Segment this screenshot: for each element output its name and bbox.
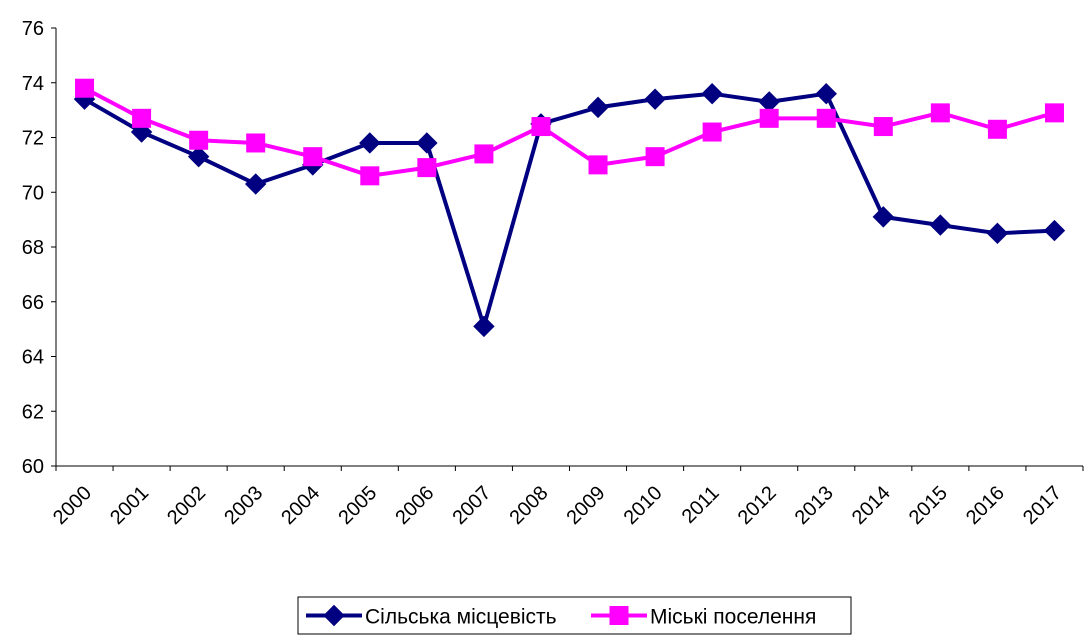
y-tick-label: 68 xyxy=(22,237,44,259)
x-tick-label: 2008 xyxy=(505,482,552,529)
data-point xyxy=(873,117,893,137)
data-point xyxy=(987,119,1007,139)
data-point xyxy=(303,147,323,167)
x-tick-label: 2013 xyxy=(791,482,838,529)
y-tick-label: 66 xyxy=(22,292,44,314)
data-point xyxy=(930,103,950,123)
data-point xyxy=(323,604,345,627)
x-tick-label: 2012 xyxy=(734,482,781,529)
data-point xyxy=(531,117,551,137)
data-point xyxy=(416,132,438,154)
x-tick-label: 2014 xyxy=(848,482,895,529)
data-point xyxy=(1043,219,1066,242)
data-point xyxy=(1044,103,1064,123)
data-point xyxy=(816,108,836,128)
data-point xyxy=(244,173,267,195)
data-point xyxy=(872,206,895,228)
x-tick-label: 2009 xyxy=(563,482,610,529)
y-tick-label: 74 xyxy=(22,73,44,95)
x-tick-label: 2003 xyxy=(220,482,267,529)
series-layer xyxy=(73,78,1066,338)
y-tick-label: 64 xyxy=(22,347,44,369)
y-tick-label: 76 xyxy=(22,18,44,40)
data-point xyxy=(702,122,722,142)
data-point xyxy=(986,222,1009,245)
x-tick-label: 2006 xyxy=(391,482,438,529)
series-line xyxy=(83,86,1056,178)
y-tick-label: 62 xyxy=(22,401,44,423)
data-point xyxy=(473,315,495,338)
legend-item-1: Сільська місцевість xyxy=(306,604,557,629)
data-point xyxy=(588,155,608,175)
data-point xyxy=(587,96,609,119)
x-tick-label: 2017 xyxy=(1019,482,1066,529)
data-point xyxy=(417,158,437,178)
data-point xyxy=(701,82,723,105)
x-tick-label: 2001 xyxy=(106,482,153,529)
y-tick-label: 72 xyxy=(22,128,44,150)
x-tick-label: 2000 xyxy=(49,482,96,529)
data-point xyxy=(645,147,665,167)
series-line xyxy=(83,91,1055,329)
legend-label: Сільська місцевість xyxy=(365,606,557,629)
legend-item-2: Міські поселення xyxy=(591,606,816,629)
x-tick-label: 2007 xyxy=(448,482,495,529)
x-tick-label: 2010 xyxy=(620,482,667,529)
series-1 xyxy=(73,82,1066,338)
x-tick-label: 2004 xyxy=(277,482,324,529)
y-tick-label: 60 xyxy=(22,456,44,478)
data-point xyxy=(360,166,380,186)
x-tick-label: 2016 xyxy=(962,482,1009,529)
legend: Сільська місцевість Міські поселення xyxy=(297,596,852,635)
data-point xyxy=(609,606,629,625)
data-point xyxy=(759,108,779,128)
data-point xyxy=(815,82,837,105)
y-tick-label: 70 xyxy=(22,182,44,204)
data-point xyxy=(246,133,266,153)
legend-box xyxy=(297,596,852,635)
data-point xyxy=(189,130,209,150)
x-tick-label: 2015 xyxy=(905,482,952,529)
data-point xyxy=(132,108,152,128)
x-tick-label: 2005 xyxy=(334,482,381,529)
x-tick-label: 2011 xyxy=(678,482,724,528)
data-point xyxy=(359,132,381,154)
data-point xyxy=(929,214,952,236)
data-point xyxy=(474,144,494,164)
data-point xyxy=(75,78,95,98)
data-point xyxy=(187,145,210,168)
series-2 xyxy=(75,78,1064,186)
x-tick-label: 2002 xyxy=(163,482,210,529)
data-point xyxy=(644,88,666,110)
legend-label: Міські поселення xyxy=(650,606,816,629)
